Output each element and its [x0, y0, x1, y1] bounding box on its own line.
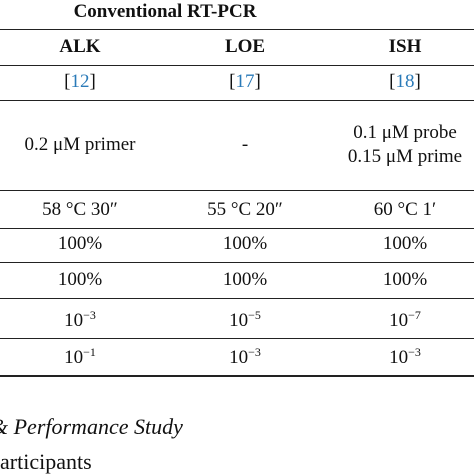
reference-cell: [17] [229, 70, 261, 94]
base: 10 [389, 310, 409, 332]
bracket: [ [389, 71, 396, 92]
exponent: −5 [248, 307, 261, 322]
rule [0, 262, 474, 263]
table-cell: 10−1 [64, 340, 96, 370]
cell-line: 0.15 μM prime [347, 146, 463, 167]
reference-cell: [12] [64, 70, 96, 94]
table-cell: 10−3 [64, 303, 96, 333]
reference-cell: [18] [389, 70, 421, 94]
cell-line: 60 °C 1′ [373, 199, 437, 220]
reference-link: 18 [395, 71, 415, 92]
rule [0, 29, 474, 30]
table-cell: 10−7 [389, 303, 421, 333]
rule [0, 375, 474, 377]
column-header: ISH [388, 36, 422, 57]
cell-line: 55 °C 20″ [207, 199, 283, 220]
base: 10 [64, 347, 84, 369]
cell-line: 100% [57, 233, 103, 254]
column-header: LOE [224, 36, 266, 57]
cell-line: 100% [222, 269, 268, 290]
group-title: Conventional RT-PCR [73, 1, 257, 22]
table-cell: 10−5 [229, 303, 261, 333]
caption-line: & Performance Study [0, 414, 183, 439]
table-cell: 55 °C 20″ [207, 198, 283, 222]
cell-line: 100% [57, 269, 103, 290]
table-cell: 100% [58, 232, 102, 256]
exponent: −3 [248, 344, 261, 359]
exponent: −7 [408, 307, 421, 322]
cell-line: - [241, 134, 249, 155]
cell-line: 0.2 μM primer [24, 134, 136, 155]
table-cell: 100% [383, 232, 427, 256]
rule [0, 100, 474, 101]
caption-line: articipants [0, 449, 92, 474]
rule [0, 298, 474, 299]
base: 10 [229, 310, 249, 332]
column-header: ALK [59, 36, 101, 57]
cell-line: 100% [382, 269, 428, 290]
cell-line: 0.1 μM probe [353, 122, 457, 143]
table-cell: 0.1 μM probe 0.15 μM prime [348, 121, 462, 169]
base: 10 [389, 347, 409, 369]
table-cell: 100% [223, 268, 267, 292]
exponent: −3 [83, 307, 96, 322]
table-cell: 100% [223, 232, 267, 256]
bracket: ] [89, 71, 96, 92]
bracket: ] [254, 71, 261, 92]
exponent: −1 [83, 344, 96, 359]
table-cell: 100% [58, 268, 102, 292]
table-cell: 58 °C 30″ [42, 198, 118, 222]
reference-link: 12 [70, 71, 90, 92]
bracket: [ [229, 71, 236, 92]
table-cell: 100% [383, 268, 427, 292]
bracket: [ [64, 71, 71, 92]
exponent: −3 [408, 344, 421, 359]
base: 10 [64, 310, 84, 332]
table-cell: - [242, 133, 248, 157]
table-cell: 0.2 μM primer [25, 133, 136, 157]
rule [0, 338, 474, 339]
base: 10 [229, 347, 249, 369]
cell-line: 100% [382, 233, 428, 254]
cell-line: 100% [222, 233, 268, 254]
table-cell: 10−3 [229, 340, 261, 370]
rule [0, 65, 474, 66]
bracket: ] [414, 71, 421, 92]
table-cell: 10−3 [389, 340, 421, 370]
cell-line: 58 °C 30″ [42, 199, 118, 220]
reference-link: 17 [235, 71, 255, 92]
table-cell: 60 °C 1′ [374, 198, 436, 222]
rule [0, 228, 474, 229]
rule [0, 190, 474, 191]
